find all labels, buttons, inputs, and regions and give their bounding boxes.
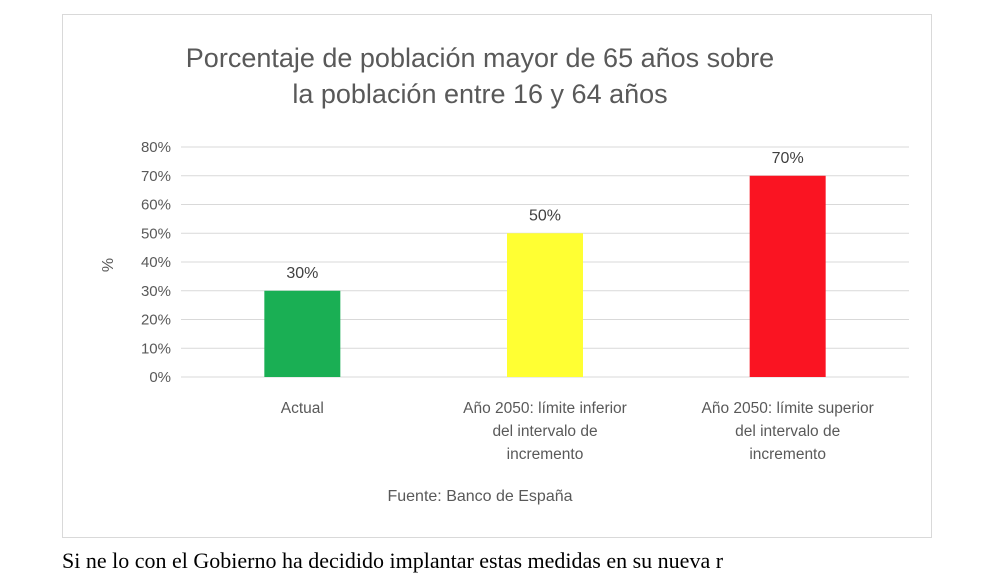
y-tick-label-30: 30%: [141, 283, 171, 300]
source-label: Fuente: Banco de España: [387, 488, 572, 505]
category-label-3-line-1: Año 2050: límite superior: [702, 400, 874, 417]
category-label-3-line-2: del intervalo de: [735, 423, 840, 440]
category-label-2-line-2: del intervalo de: [492, 423, 597, 440]
category-label-3-line-3: incremento: [749, 446, 826, 463]
data-label-3: 70%: [772, 150, 804, 167]
y-tick-label-10: 10%: [141, 340, 171, 357]
body-text-partial: Si ne lo con el Gobierno ha decidido imp…: [62, 548, 724, 573]
y-tick-label-80: 80%: [141, 139, 171, 156]
data-label-2: 50%: [529, 207, 561, 224]
y-tick-label-0: 0%: [149, 369, 171, 386]
bar-3: [749, 175, 826, 377]
category-label-1-line-1: Actual: [281, 400, 324, 417]
category-label-2-line-3: incremento: [507, 446, 584, 463]
y-tick-label-40: 40%: [141, 254, 171, 271]
chart-title-line-1: Porcentaje de población mayor de 65 años…: [186, 43, 774, 73]
y-tick-label-60: 60%: [141, 197, 171, 214]
chart-frame: Porcentaje de población mayor de 65 años…: [62, 14, 932, 538]
y-tick-label-50: 50%: [141, 225, 171, 242]
bar-1: [264, 290, 341, 377]
category-label-2-line-1: Año 2050: límite inferior: [463, 400, 627, 417]
bar-chart: Porcentaje de población mayor de 65 años…: [100, 43, 909, 505]
y-tick-label-20: 20%: [141, 312, 171, 329]
y-tick-label-70: 70%: [141, 168, 171, 185]
bar-2: [507, 233, 583, 377]
y-axis-title: %: [100, 258, 117, 272]
data-label-1: 30%: [286, 265, 318, 282]
chart-title-line-2: la población entre 16 y 64 años: [292, 79, 667, 109]
